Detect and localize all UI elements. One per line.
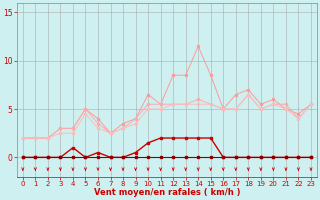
X-axis label: Vent moyen/en rafales ( km/h ): Vent moyen/en rafales ( km/h ) — [94, 188, 240, 197]
